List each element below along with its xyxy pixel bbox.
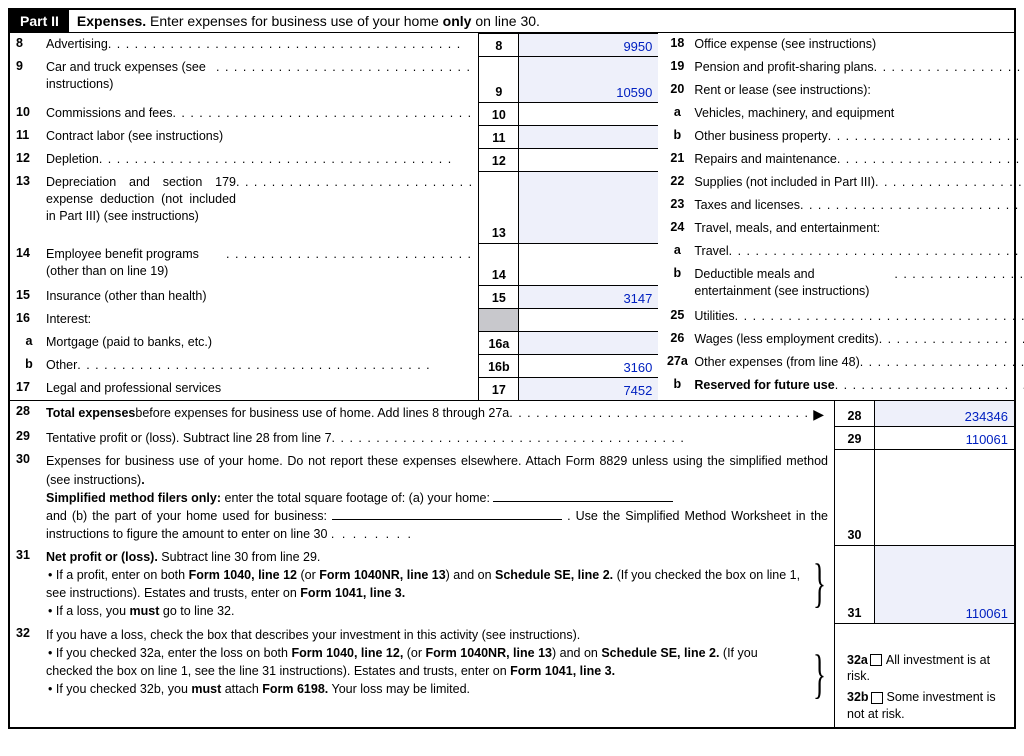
line10-value[interactable] [518,102,658,125]
line-18: 18 Office expense (see instructions) 18 … [658,33,1024,56]
line-16a: a Mortgage (paid to banks, etc.) 16a [10,331,658,354]
line-27a: 27a Other expenses (from line 48) 27a 14… [658,351,1024,374]
line-9: 9 Car and truck expenses (see instructio… [10,56,658,102]
line-20a: a Vehicles, machinery, and equipment 20a [658,102,1024,125]
line-20: 20 Rent or lease (see instructions): [658,79,1024,102]
line-19: 19 Pension and profit-sharing plans 19 [658,56,1024,79]
line31-value[interactable]: 110061 [874,545,1014,623]
line-22: 22 Supplies (not included in Part III) 2… [658,171,1024,194]
line16a-value[interactable] [518,331,658,354]
brace-icon: } [813,562,827,605]
line-12: 12 Depletion 12 [10,148,658,171]
line11-value[interactable] [518,125,658,148]
line9-boxnum: 9 [478,56,518,102]
bottom-section: 28 Total expenses before expenses for bu… [10,400,1014,727]
line-28: 28 Total expenses before expenses for bu… [10,401,1014,426]
line-26: 26 Wages (less employment credits) 26 13… [658,328,1024,351]
line8-label: Advertising [46,36,108,56]
header-text: Expenses. Enter expenses for business us… [69,10,548,32]
line17-value[interactable]: 7452 [518,377,658,400]
line-31: 31 Net profit or (loss). Subtract line 3… [10,545,1014,623]
line-15: 15 Insurance (other than health) 15 3147 [10,285,658,308]
line-32: 32 If you have a loss, check the box tha… [10,623,1014,728]
arrow-icon: ▶ [809,404,828,424]
right-column: 18 Office expense (see instructions) 18 … [658,33,1024,400]
checkbox-32a[interactable] [870,654,882,666]
line-10: 10 Commissions and fees 10 [10,102,658,125]
line16-value [518,308,658,331]
line8-value[interactable]: 9950 [518,33,658,56]
line-29: 29 Tentative profit or (loss). Subtract … [10,426,1014,449]
line12-value[interactable] [518,148,658,171]
expense-columns: 8 Advertising 8 9950 9 Car and truck exp… [10,33,1014,400]
line28-value[interactable]: 234346 [874,401,1014,426]
line16b-value[interactable]: 3160 [518,354,658,377]
brace-icon: } [813,653,827,696]
line-16b: b Other 16b 3160 [10,354,658,377]
part-header: Part II Expenses. Enter expenses for bus… [10,10,1014,33]
line30-value[interactable] [874,449,1014,545]
header-bold: Expenses. [77,13,146,29]
line-21: 21 Repairs and maintenance 21 [658,148,1024,171]
part-badge: Part II [10,10,69,32]
line-23: 23 Taxes and licenses 23 2043 [658,194,1024,217]
schedule-c-part2: Part II Expenses. Enter expenses for bus… [8,8,1016,729]
line-25: 25 Utilities 25 14606 [658,305,1024,328]
line29-value[interactable]: 110061 [874,426,1014,449]
line15-value[interactable]: 3147 [518,285,658,308]
line32-checkboxes: 32aAll investment is at risk. 32bSome in… [834,623,1014,728]
line9-value[interactable]: 10590 [518,56,658,102]
line-24a: a Travel 24a [658,240,1024,263]
line13-value[interactable] [518,171,658,243]
line-16: 16 Interest: [10,308,658,331]
business-sqft-input[interactable] [332,507,562,520]
line-11: 11 Contract labor (see instructions) 11 [10,125,658,148]
line8-boxnum: 8 [478,33,518,56]
line-30: 30 Expenses for business use of your hom… [10,449,1014,545]
left-column: 8 Advertising 8 9950 9 Car and truck exp… [10,33,658,400]
line14-value[interactable] [518,243,658,285]
line-13: 13 Depreciation and section 179 expense … [10,171,658,243]
line9-label: Car and truck expenses (see instructions… [46,59,216,102]
line-14: 14 Employee benefit programs (other than… [10,243,658,285]
line-24: 24 Travel, meals, and entertainment: [658,217,1024,240]
line-17: 17 Legal and professional services 17 74… [10,377,658,400]
home-sqft-input[interactable] [493,489,673,502]
line-27b: b Reserved for future use 27b [658,374,1024,397]
line-20b: b Other business property 20b 15360 [658,125,1024,148]
line-8: 8 Advertising 8 9950 [10,33,658,56]
line-24b: b Deductible meals and entertainment (se… [658,263,1024,305]
checkbox-32b[interactable] [871,692,883,704]
